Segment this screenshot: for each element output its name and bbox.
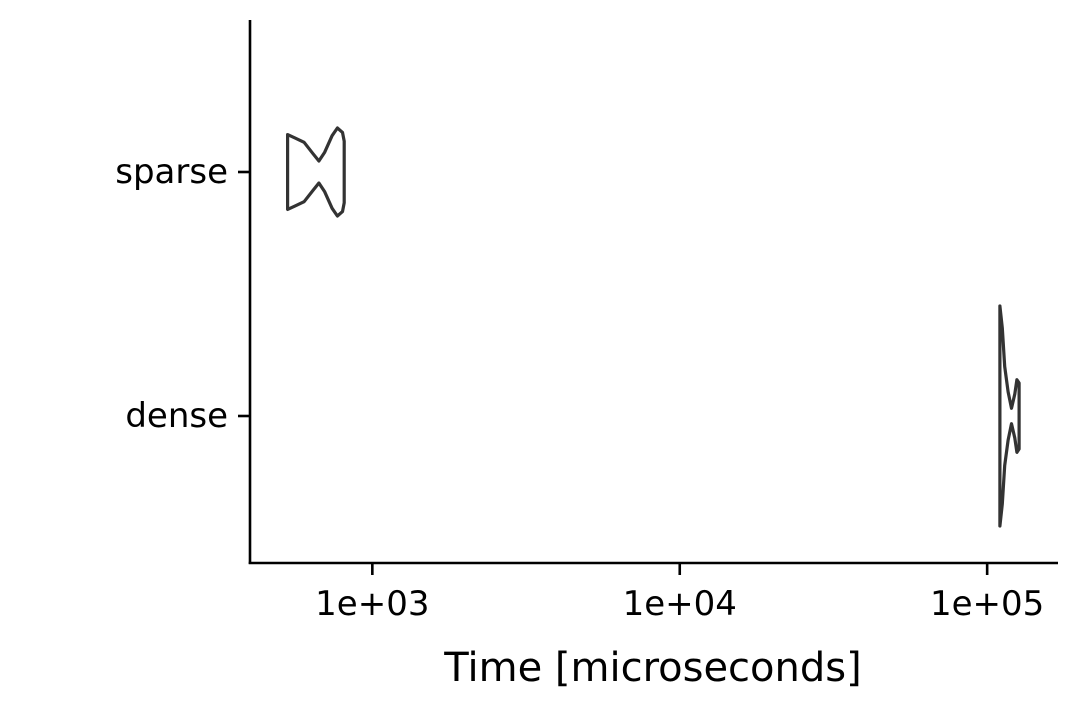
- x-axis: 1e+03 1e+04 1e+05: [315, 563, 1044, 624]
- x-axis-title: Time [microseconds]: [443, 645, 861, 691]
- violin-sparse: [286, 126, 346, 218]
- violin-layer: [286, 126, 1021, 528]
- y-tick-label-dense: dense: [125, 396, 228, 436]
- y-tick-label-sparse: sparse: [115, 152, 228, 192]
- y-axis: sparse dense: [115, 152, 250, 436]
- x-tick-label-1e3: 1e+03: [315, 584, 429, 624]
- x-tick-label-1e4: 1e+04: [623, 584, 737, 624]
- x-tick-label-1e5: 1e+05: [930, 584, 1044, 624]
- violin-dense: [998, 304, 1021, 528]
